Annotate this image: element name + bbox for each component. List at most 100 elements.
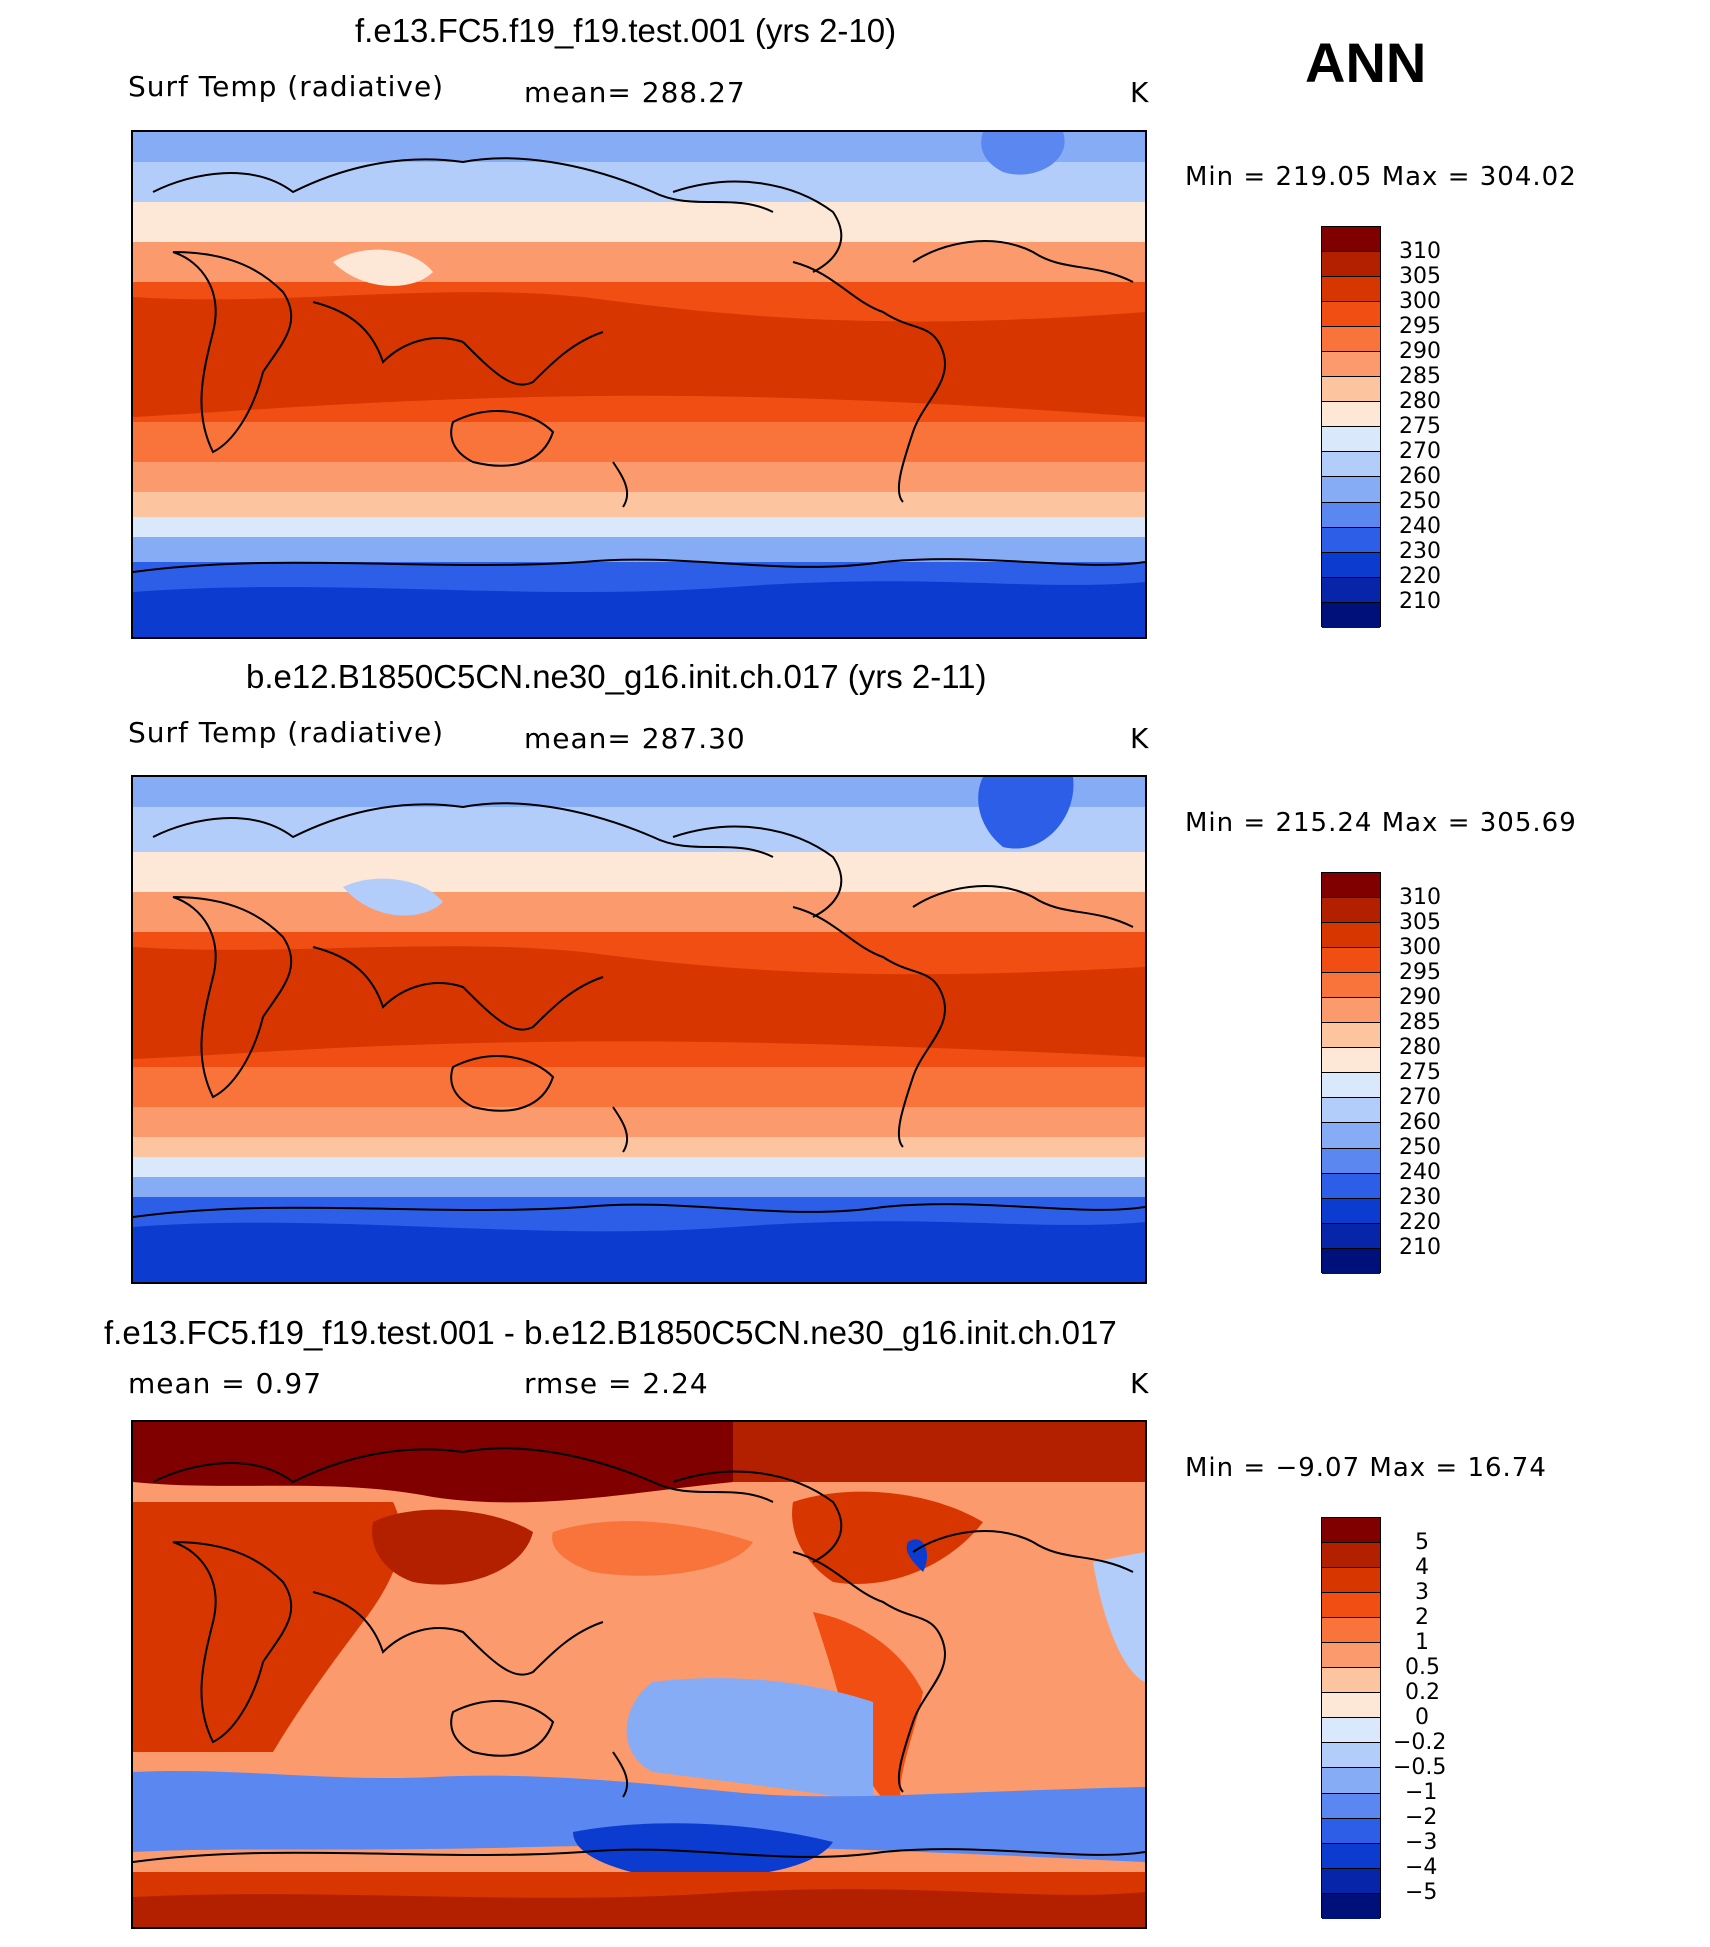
colorbar-swatch (1322, 1048, 1380, 1074)
colorbar-swatch (1322, 1248, 1380, 1274)
colorbar-tick-label: −5 (1405, 1880, 1438, 1905)
colorbar-swatch (1322, 302, 1380, 328)
colorbar-swatch (1322, 873, 1380, 899)
panel-2-variable-label: Surf Temp (radiative) (128, 716, 445, 749)
colorbar-tick-label: −0.2 (1393, 1730, 1447, 1755)
colorbar-swatch (1322, 1668, 1380, 1694)
panel-2-contour-map (133, 777, 1145, 1282)
colorbar-swatch (1322, 1893, 1380, 1919)
colorbar-swatch (1322, 1718, 1380, 1744)
colorbar-swatch (1322, 1173, 1380, 1199)
colorbar-tick-label: 300 (1399, 289, 1441, 314)
colorbar-tick-label: 220 (1399, 1210, 1441, 1235)
colorbar-swatch (1322, 1793, 1380, 1819)
colorbar-tick-label: 1 (1415, 1630, 1429, 1655)
colorbar-tick-label: 0.5 (1405, 1655, 1440, 1680)
colorbar-tick-label: 290 (1399, 985, 1441, 1010)
colorbar-swatch (1322, 452, 1380, 478)
panel-3-contour-map (133, 1422, 1145, 1927)
colorbar-tick-label: 275 (1399, 1060, 1441, 1085)
panel-1-contour-map (133, 132, 1145, 637)
colorbar-tick-label: 305 (1399, 910, 1441, 935)
colorbar-swatch (1322, 477, 1380, 503)
panel-2-map (131, 775, 1147, 1284)
colorbar-tick-label: 250 (1399, 489, 1441, 514)
colorbar-swatch (1322, 1098, 1380, 1124)
panel-3-colorbar (1321, 1517, 1381, 1919)
panel-2-minmax: Min = 215.24 Max = 305.69 (1185, 808, 1577, 838)
colorbar-tick-label: 4 (1415, 1555, 1429, 1580)
colorbar-swatch (1322, 602, 1380, 628)
colorbar-tick-label: −3 (1405, 1830, 1438, 1855)
panel-3-units: K (1130, 1367, 1150, 1400)
colorbar-swatch (1322, 527, 1380, 553)
panel-1-units: K (1130, 76, 1150, 109)
colorbar-tick-label: −1 (1405, 1780, 1438, 1805)
colorbar-tick-label: −4 (1405, 1855, 1438, 1880)
colorbar-swatch (1322, 973, 1380, 999)
colorbar-swatch (1322, 577, 1380, 603)
colorbar-tick-label: −0.5 (1393, 1755, 1447, 1780)
colorbar-tick-label: 5 (1415, 1530, 1429, 1555)
colorbar-tick-label: 310 (1399, 885, 1441, 910)
colorbar-tick-label: 240 (1399, 514, 1441, 539)
panel-1-map (131, 130, 1147, 639)
colorbar-tick-label: 275 (1399, 414, 1441, 439)
colorbar-tick-label: 260 (1399, 464, 1441, 489)
panel-1-variable-label: Surf Temp (radiative) (128, 70, 445, 103)
colorbar-tick-label: 0 (1415, 1705, 1429, 1730)
colorbar-swatch (1322, 502, 1380, 528)
colorbar-swatch (1322, 552, 1380, 578)
colorbar-tick-label: 280 (1399, 389, 1441, 414)
colorbar-tick-label: −2 (1405, 1805, 1438, 1830)
colorbar-tick-label: 210 (1399, 589, 1441, 614)
panel-2-colorbar (1321, 872, 1381, 1274)
colorbar-swatch (1322, 402, 1380, 428)
colorbar-tick-label: 210 (1399, 1235, 1441, 1260)
panel-3-minmax: Min = −9.07 Max = 16.74 (1185, 1453, 1547, 1483)
colorbar-tick-label: 295 (1399, 314, 1441, 339)
panel-1-mean: mean= 288.27 (524, 76, 746, 109)
colorbar-swatch (1322, 1073, 1380, 1099)
colorbar-swatch (1322, 1543, 1380, 1569)
panel-1-title: f.e13.FC5.f19_f19.test.001 (yrs 2-10) (355, 12, 897, 49)
panel-3-mean: mean = 0.97 (128, 1367, 323, 1400)
season-label: ANN (1305, 31, 1427, 94)
colorbar-swatch (1322, 1148, 1380, 1174)
colorbar-tick-label: 250 (1399, 1135, 1441, 1160)
colorbar-tick-label: 305 (1399, 264, 1441, 289)
colorbar-swatch (1322, 1818, 1380, 1844)
colorbar-swatch (1322, 948, 1380, 974)
panel-2-units: K (1130, 722, 1150, 755)
colorbar-tick-label: 220 (1399, 564, 1441, 589)
colorbar-tick-label: 285 (1399, 364, 1441, 389)
colorbar-tick-label: 3 (1415, 1580, 1429, 1605)
colorbar-swatch (1322, 352, 1380, 378)
colorbar-swatch (1322, 227, 1380, 253)
colorbar-swatch (1322, 327, 1380, 353)
colorbar-tick-label: 230 (1399, 1185, 1441, 1210)
colorbar-swatch (1322, 1743, 1380, 1769)
colorbar-tick-label: 290 (1399, 339, 1441, 364)
colorbar-tick-label: 300 (1399, 935, 1441, 960)
colorbar-swatch (1322, 1518, 1380, 1544)
colorbar-swatch (1322, 1618, 1380, 1644)
panel-2-title: b.e12.B1850C5CN.ne30_g16.init.ch.017 (yr… (246, 658, 987, 695)
colorbar-tick-label: 285 (1399, 1010, 1441, 1035)
panel-3-title: f.e13.FC5.f19_f19.test.001 - b.e12.B1850… (104, 1314, 1117, 1351)
colorbar-tick-label: 0.2 (1405, 1680, 1440, 1705)
colorbar-swatch (1322, 277, 1380, 303)
colorbar-tick-label: 280 (1399, 1035, 1441, 1060)
colorbar-tick-label: 240 (1399, 1160, 1441, 1185)
colorbar-swatch (1322, 1643, 1380, 1669)
colorbar-swatch (1322, 1023, 1380, 1049)
colorbar-swatch (1322, 1593, 1380, 1619)
panel-3-map (131, 1420, 1147, 1929)
colorbar-swatch (1322, 252, 1380, 278)
panel-1-minmax: Min = 219.05 Max = 304.02 (1185, 162, 1577, 192)
panel-1-colorbar (1321, 226, 1381, 628)
colorbar-swatch (1322, 1868, 1380, 1894)
panel-3-rmse: rmse = 2.24 (524, 1367, 709, 1400)
colorbar-swatch (1322, 1693, 1380, 1719)
colorbar-tick-label: 2 (1415, 1605, 1429, 1630)
